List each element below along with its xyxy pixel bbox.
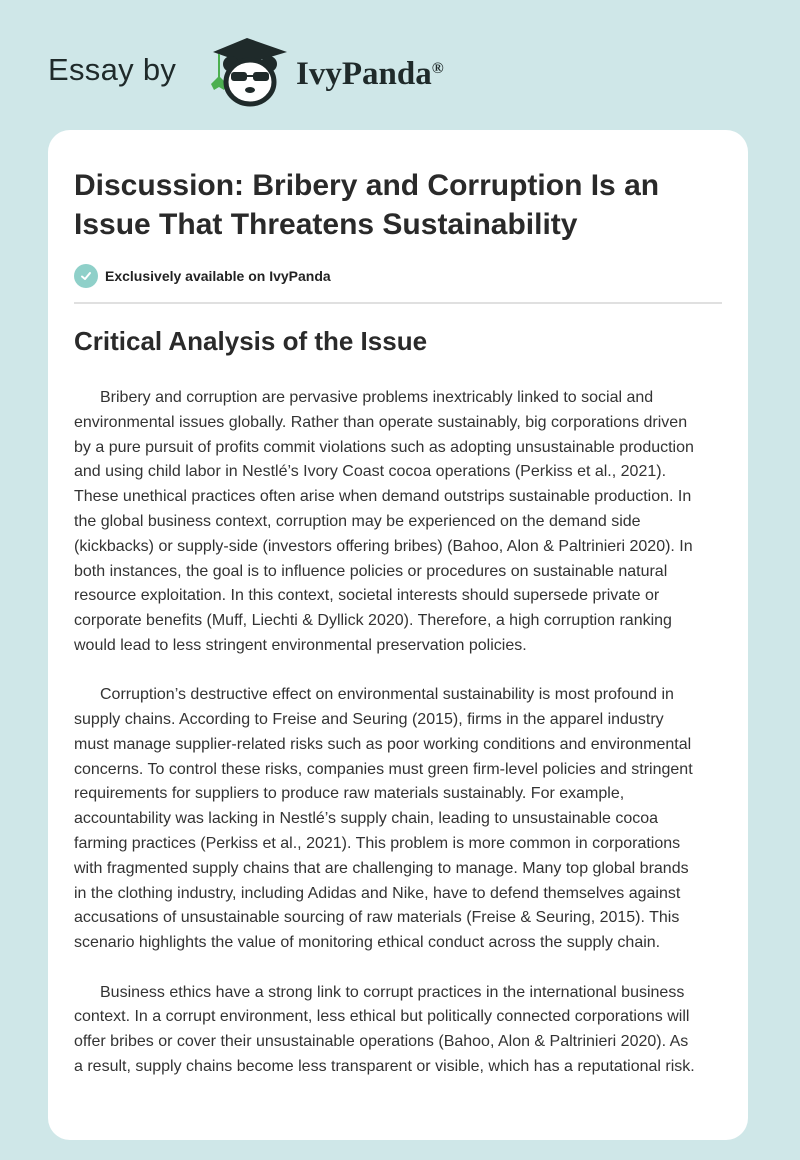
registered-mark: ® — [431, 60, 444, 77]
paragraph-line: Corruption’s destructive effect on envir… — [100, 686, 674, 704]
paragraph: Business ethics have a strong link to co… — [74, 981, 734, 1080]
paragraph-line: corporate benefits (Muff, Liechti & Dyll… — [74, 612, 672, 630]
paragraph-line: must manage supplier-related risks such … — [74, 735, 692, 753]
paragraph-line: with fragmented supply chains that are c… — [74, 859, 689, 877]
paragraph-line: accusations of unsustainable sourcing of… — [74, 909, 680, 927]
paragraph-line: scenario highlights the value of monitor… — [74, 934, 661, 952]
paragraph-line: requirements for suppliers to produce ra… — [74, 785, 625, 803]
exclusive-badge: Exclusively available on IvyPanda — [74, 264, 331, 288]
paragraph-line: accountability was lacking in Nestlé’s s… — [74, 810, 659, 828]
paragraph-line: environmental issues globally. Rather th… — [74, 413, 688, 431]
paragraph-line: Bribery and corruption are pervasive pro… — [100, 389, 654, 406]
ivypanda-logo-icon[interactable] — [203, 36, 291, 108]
paragraph-line: and using child labor in Nestlé’s Ivory … — [74, 463, 667, 481]
page-title: Discussion: Bribery and Corruption Is an… — [74, 169, 660, 241]
paragraph-line: Business ethics have a strong link to co… — [100, 983, 685, 1001]
paragraph-line: would lead to less stringent environment… — [74, 636, 527, 654]
paragraph-line: the global business context, corruption … — [74, 512, 641, 530]
paragraph: Corruption’s destructive effect on envir… — [74, 683, 734, 956]
paragraph-line: context. In a corrupt environment, less … — [74, 1008, 690, 1026]
article-body: Bribery and corruption are pervasive pro… — [74, 386, 734, 1104]
badge-text: Exclusively available on IvyPanda — [105, 268, 331, 284]
paragraph-line: in the clothing industry, including Adid… — [74, 884, 681, 902]
check-circle-icon — [74, 264, 98, 288]
essay-card: Discussion: Bribery and Corruption Is an… — [48, 130, 748, 1140]
paragraph-line: by a pure pursuit of profits commit viol… — [74, 438, 694, 456]
paragraph: Bribery and corruption are pervasive pro… — [74, 386, 734, 659]
divider — [74, 302, 722, 304]
paragraph-line: concerns. To control these risks, compan… — [74, 760, 693, 778]
site-header: Essay by IvyPanda® — [0, 20, 800, 120]
section-heading: Critical Analysis of the Issue — [74, 326, 428, 356]
brand-name[interactable]: IvyPanda® — [296, 56, 444, 93]
paragraph-line: both instances, the goal is to influence… — [74, 562, 668, 580]
paragraph-line: a result, supply chains become less tran… — [74, 1057, 695, 1075]
paragraph-line: supply chains. According to Freise and S… — [74, 711, 664, 729]
paragraph-line: These unethical practices often arise wh… — [74, 488, 692, 506]
paragraph-line: (kickbacks) or supply-side (investors of… — [74, 537, 693, 555]
paragraph-line: farming practices (Perkiss et al., 2021)… — [74, 835, 681, 853]
paragraph-line: offer bribes or cover their unsustainabl… — [74, 1033, 689, 1051]
paragraph-line: resource exploitation. In this context, … — [74, 587, 660, 605]
brand-text: IvyPanda — [296, 56, 432, 92]
essay-by-label: Essay by — [48, 52, 177, 87]
